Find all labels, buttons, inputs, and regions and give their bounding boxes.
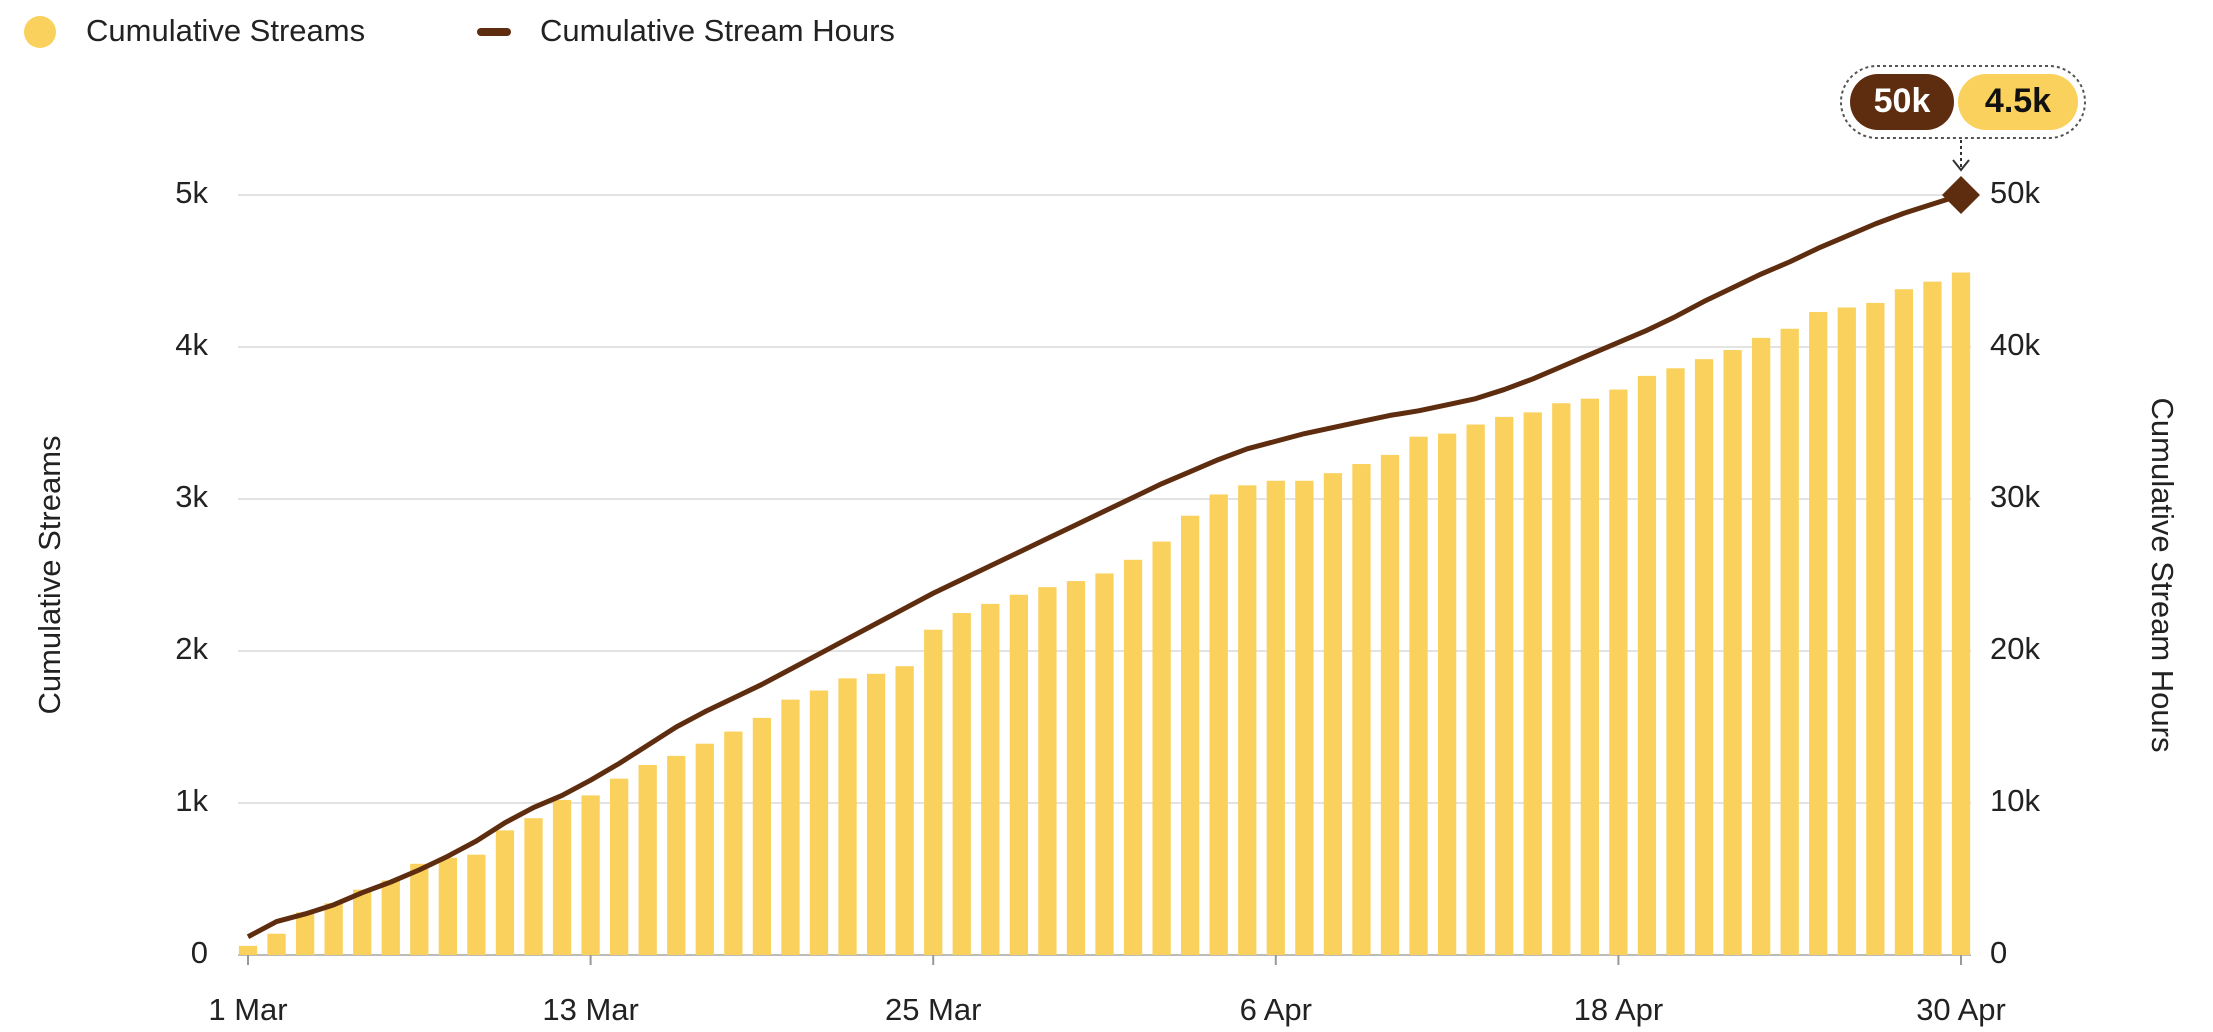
- x-tick-label: 25 Mar: [885, 992, 981, 1027]
- y-tick-label: 4k: [175, 327, 208, 362]
- bar: [1694, 359, 1714, 955]
- y2-tick-label: 30k: [1990, 479, 2040, 514]
- bar: [724, 731, 743, 955]
- bar: [981, 603, 1000, 955]
- bar: [1951, 272, 1971, 955]
- legend-swatch: [24, 16, 56, 48]
- bar: [353, 889, 372, 955]
- legend-swatch: [477, 28, 511, 36]
- bar: [1809, 312, 1828, 955]
- bar: [1038, 587, 1057, 955]
- bar: [467, 854, 486, 955]
- bar: [1380, 454, 1400, 955]
- bar: [1723, 350, 1742, 955]
- bar: [610, 778, 629, 955]
- x-tick-label: 30 Apr: [1916, 992, 2006, 1027]
- tooltip-hours: 50k: [1874, 82, 1931, 120]
- bar: [267, 933, 286, 955]
- bar: [781, 699, 800, 955]
- y-tick-label: 2k: [175, 631, 208, 666]
- y2-tick-label: 40k: [1990, 327, 2040, 362]
- bar: [1323, 473, 1343, 955]
- bar: [1637, 375, 1657, 955]
- y2-axis-title: Cumulative Stream Hours: [2145, 398, 2180, 753]
- bar: [410, 863, 429, 955]
- bar: [1352, 464, 1371, 955]
- bar: [1266, 480, 1285, 955]
- tooltip-pill-streams: [1958, 74, 2078, 130]
- bar: [1523, 412, 1542, 955]
- x-tick-label: 6 Apr: [1240, 992, 1312, 1027]
- bar: [1552, 403, 1571, 955]
- y-tick-label: 1k: [175, 783, 208, 818]
- bar: [695, 743, 714, 955]
- bar: [1780, 328, 1799, 955]
- line: [246, 192, 1962, 939]
- y2-tick-label: 10k: [1990, 783, 2040, 818]
- tooltip-pill-hours: [1850, 74, 1954, 130]
- bar: [438, 857, 457, 955]
- bar: [552, 799, 572, 955]
- bar: [1495, 416, 1514, 955]
- bar: [524, 818, 543, 955]
- x-tick-label: 1 Mar: [208, 992, 287, 1027]
- x-tick-label: 13 Mar: [542, 992, 638, 1027]
- y-tick-label: 3k: [175, 479, 208, 514]
- end-marker: [1942, 176, 1980, 214]
- bar: [324, 903, 343, 955]
- bar: [1837, 307, 1856, 956]
- bar: [895, 666, 914, 955]
- bar: [1009, 594, 1028, 955]
- bar: [381, 880, 400, 955]
- legend-label: Cumulative Streams: [86, 13, 365, 48]
- bar: [1295, 480, 1314, 955]
- bar: [866, 673, 886, 955]
- y-tick-label: 0: [191, 935, 208, 970]
- bar: [1666, 368, 1685, 955]
- bar: [1894, 289, 1914, 955]
- bar: [1923, 281, 1942, 955]
- tooltip-arrow: [1952, 159, 1970, 172]
- bar: [1123, 559, 1143, 955]
- bar: [809, 690, 829, 955]
- tooltip-streams: 4.5k: [1985, 82, 2051, 120]
- bar: [1609, 389, 1628, 955]
- y-tick-label: 5k: [175, 175, 208, 210]
- bar: [1181, 515, 1200, 955]
- legend-label: Cumulative Stream Hours: [540, 13, 895, 48]
- bar: [1866, 302, 1885, 955]
- bar: [952, 613, 971, 955]
- bar: [495, 830, 515, 955]
- bar: [1152, 541, 1171, 955]
- bar: [1209, 494, 1228, 955]
- bar: [238, 945, 258, 955]
- bar: [1752, 337, 1771, 955]
- bar: [1466, 424, 1485, 955]
- y2-tick-label: 20k: [1990, 631, 2040, 666]
- y2-tick-label: 50k: [1990, 175, 2040, 210]
- bar: [1095, 573, 1114, 955]
- bar: [1437, 433, 1457, 955]
- bar: [638, 765, 657, 955]
- y2-tick-label: 0: [1990, 935, 2007, 970]
- tooltip: 50k 4.5k: [1840, 65, 2086, 172]
- bar: [752, 717, 772, 955]
- bar: [295, 912, 315, 955]
- bar: [924, 629, 943, 955]
- bar: [667, 755, 686, 955]
- bar: [1066, 581, 1086, 955]
- y-axis-title: Cumulative Streams: [32, 435, 67, 714]
- bar: [581, 795, 600, 955]
- x-tick-label: 18 Apr: [1574, 992, 1664, 1027]
- bar: [1580, 398, 1599, 955]
- bar: [1238, 485, 1257, 955]
- bar: [838, 678, 857, 955]
- bar: [1409, 436, 1428, 955]
